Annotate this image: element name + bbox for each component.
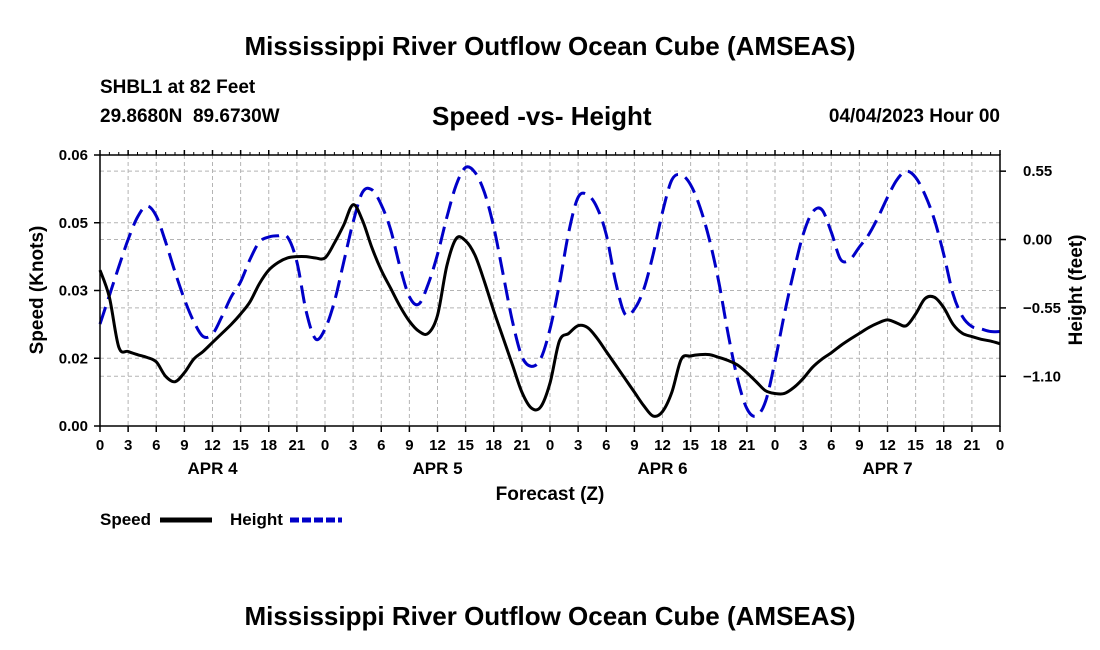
x-tick-label: 3 [124, 437, 132, 454]
y-left-tick-label: 0.00 [59, 418, 88, 435]
axis-layer: 0 3 6 9 12 15 18 21 0 3 6 9 12 15 18 21 0 3 6 9 12 15 18 21 0 3 6 9… [59, 147, 1061, 478]
x-tick-label: 15 [232, 437, 249, 454]
grid-layer [100, 155, 1000, 426]
x-tick-label: 9 [630, 437, 638, 454]
main-title: Mississippi River Outflow Ocean Cube (AM… [244, 31, 856, 61]
series-line-height [98, 165, 1001, 418]
station-coordinates: 29.8680N 89.6730W [100, 106, 280, 127]
x-tick-label: 9 [405, 437, 413, 454]
x-tick-label: 21 [739, 437, 756, 454]
legend-swatch-height [290, 517, 342, 523]
x-tick-label: 3 [574, 437, 582, 454]
x-tick-label: 21 [289, 437, 306, 454]
series-line-speed [98, 203, 1001, 418]
y-left-tick-label: 0.06 [59, 147, 88, 164]
y-left-tick-label: 0.03 [59, 283, 88, 300]
x-tick-label: 12 [654, 437, 671, 454]
x-tick-label: 6 [152, 437, 160, 454]
y-axis-title-left: Speed (Knots) [27, 226, 48, 355]
x-axis-title: Forecast (Z) [496, 484, 605, 505]
x-tick-label: 12 [879, 437, 896, 454]
x-tick-label: 9 [855, 437, 863, 454]
x-tick-label: 15 [457, 437, 474, 454]
x-tick-label: 21 [514, 437, 531, 454]
legend-swatch-speed [160, 517, 212, 523]
x-tick-label: 18 [710, 437, 727, 454]
legend-label-speed: Speed [100, 510, 152, 529]
x-tick-label: 18 [935, 437, 952, 454]
forecast-datetime: 04/04/2023 Hour 00 [828, 106, 1000, 127]
footer-title: Mississippi River Outflow Ocean Cube (AM… [244, 601, 856, 631]
x-tick-label: 15 [907, 437, 924, 454]
x-tick-label: 0 [771, 437, 779, 454]
y-left-tick-label: 0.02 [59, 350, 88, 367]
x-tick-label: 6 [602, 437, 610, 454]
x-tick-label: 6 [377, 437, 385, 454]
x-tick-label: 18 [485, 437, 502, 454]
y-left-tick-label: 0.05 [59, 215, 88, 232]
chart-title: Speed -vs- Height [432, 101, 652, 131]
x-tick-label: 12 [204, 437, 221, 454]
day-label: APR 6 [637, 459, 687, 478]
x-tick-label: 15 [682, 437, 699, 454]
series-layer [98, 165, 1001, 418]
y-right-tick-label: 0.00 [1023, 232, 1052, 249]
day-label: APR 5 [412, 459, 462, 478]
y-right-tick-label: −0.55 [1023, 300, 1061, 317]
station-label: SHBL1 at 82 Feet [100, 77, 256, 98]
x-tick-label: 12 [429, 437, 446, 454]
x-tick-label: 3 [799, 437, 807, 454]
day-label: APR 4 [187, 459, 238, 478]
x-tick-label: 6 [827, 437, 835, 454]
x-tick-label: 0 [996, 437, 1004, 454]
day-label: APR 7 [862, 459, 912, 478]
x-tick-label: 18 [260, 437, 277, 454]
y-right-tick-label: 0.55 [1023, 163, 1052, 180]
x-tick-label: 0 [321, 437, 329, 454]
legend-label-height: Height [230, 510, 283, 529]
y-axis-title-right: Height (feet) [1066, 235, 1087, 346]
x-tick-label: 21 [964, 437, 981, 454]
x-tick-label: 3 [349, 437, 357, 454]
x-tick-label: 0 [546, 437, 554, 454]
x-tick-label: 9 [180, 437, 188, 454]
x-tick-label: 0 [96, 437, 104, 454]
y-right-tick-label: −1.10 [1023, 368, 1061, 385]
